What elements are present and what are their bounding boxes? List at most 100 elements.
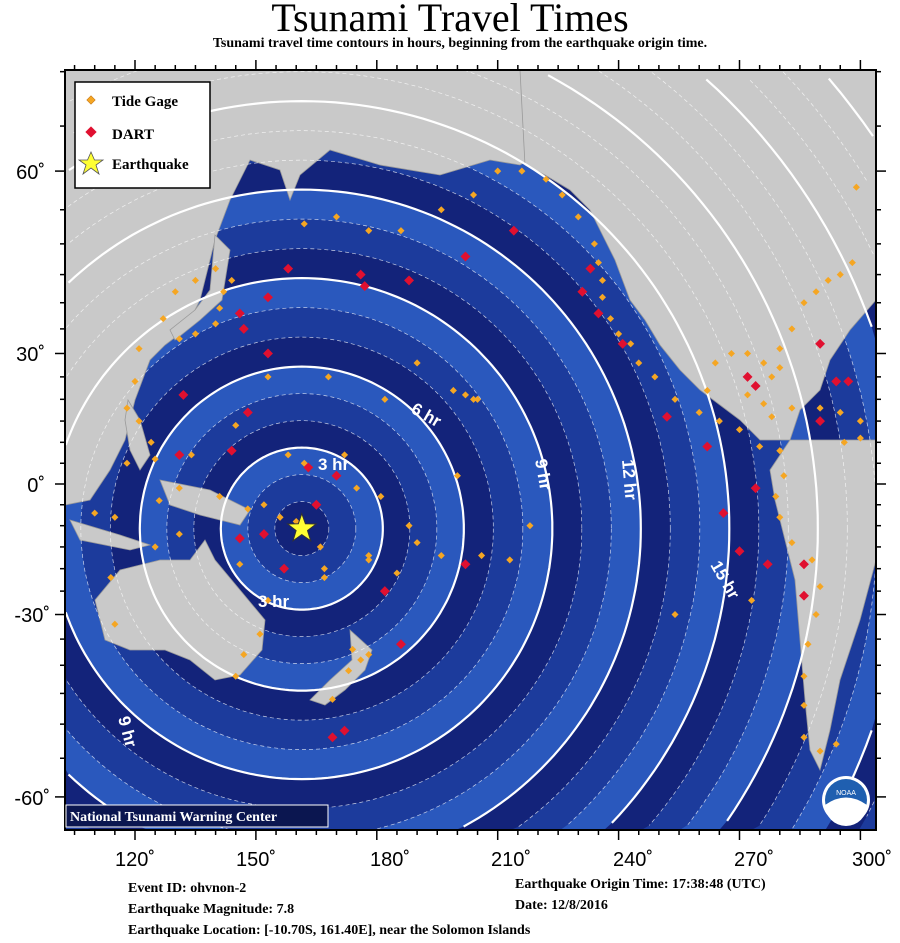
- tide-gage-marker: [236, 560, 244, 568]
- tide-gage-marker: [776, 364, 784, 372]
- tide-gage-marker: [365, 552, 373, 560]
- lat-tick-minus60: -60˚: [14, 788, 50, 810]
- tide-gage-marker: [744, 349, 752, 358]
- noaa-logo-text: NOAA: [836, 790, 856, 797]
- tide-gage-marker: [590, 240, 598, 248]
- tide-gage-marker: [212, 265, 220, 273]
- tide-gage-marker: [220, 288, 228, 296]
- tide-gage-marker: [232, 672, 240, 680]
- lat-tick-60: 60˚: [16, 162, 45, 184]
- dart-marker: [238, 323, 249, 334]
- tide-gage-marker: [715, 417, 723, 425]
- dart-marker: [283, 263, 294, 274]
- tide-gage-marker: [175, 335, 183, 343]
- credit-box: National Tsunami Warning Center: [65, 804, 329, 828]
- contour-18hr: [547, 74, 819, 822]
- dart-marker: [831, 376, 842, 387]
- tide-gage-marker: [175, 530, 183, 538]
- contour-9hr: [64, 276, 554, 781]
- tide-gage-marker: [324, 373, 332, 381]
- tide-gage-marker: [671, 610, 679, 619]
- tide-gage-marker: [191, 276, 199, 284]
- dart-marker: [178, 389, 189, 400]
- contour-minor-7hr: [109, 336, 494, 721]
- tide-gage-marker: [332, 213, 341, 221]
- dart-marker: [585, 263, 596, 274]
- tide-gage-marker: [276, 513, 284, 521]
- tide-gage-marker: [107, 574, 115, 582]
- dart-marker: [702, 441, 713, 452]
- tide-gage-marker: [856, 434, 864, 442]
- page-subtitle: Tsunami travel time contours in hours, b…: [212, 36, 708, 51]
- contour-minor-2hr: [247, 474, 357, 583]
- tide-gage-marker: [300, 220, 308, 228]
- legend-earthquake: Earthquake: [112, 157, 189, 173]
- tide-gage-marker: [627, 340, 635, 348]
- contour-minor-11hr: [66, 218, 612, 830]
- tide-gage-marker: [760, 400, 768, 408]
- tide-gage-marker: [147, 438, 155, 446]
- tide-gage-marker: [800, 672, 808, 680]
- dart-marker: [404, 275, 414, 286]
- tide-gage-marker: [131, 377, 139, 385]
- tide-gage-marker: [848, 259, 856, 267]
- lat-tick-0: 0˚: [27, 475, 45, 497]
- tide-gage-marker: [365, 227, 373, 235]
- dart-marker: [460, 251, 471, 262]
- tide-gage-marker: [768, 373, 776, 381]
- tide-gage-marker: [788, 325, 796, 333]
- tide-gage-marker: [615, 330, 623, 338]
- tide-gage-marker: [808, 556, 816, 564]
- contour-minor-23hr: [782, 71, 868, 183]
- tide-gage-marker: [123, 459, 131, 467]
- tide-gage-marker: [836, 271, 844, 279]
- event-magnitude: Earthquake Magnitude: 7.8: [128, 902, 295, 917]
- tide-gage-marker: [353, 484, 361, 492]
- lon-tick-300: 300˚: [852, 849, 892, 870]
- tide-gage-marker: [651, 373, 659, 381]
- tide-gage-marker: [123, 404, 131, 412]
- tide-gage-marker: [320, 565, 328, 573]
- dart-marker: [263, 292, 273, 303]
- travel-time-contours: [64, 69, 876, 830]
- tide-gage-marker: [748, 596, 756, 604]
- dart-marker: [750, 381, 761, 391]
- noaa-logo: NOAA: [822, 776, 870, 826]
- dart-marker: [242, 407, 253, 418]
- legend-tide-gage: Tide Gage: [112, 94, 178, 110]
- tide-gage-marker: [816, 583, 824, 591]
- dart-marker: [396, 639, 406, 650]
- tide-gage-marker: [760, 359, 768, 367]
- tide-gage-marker: [804, 640, 812, 648]
- tide-gage-marker: [159, 315, 167, 323]
- tide-gage-marker: [671, 395, 679, 403]
- dart-marker: [815, 416, 826, 427]
- tide-gage-marker: [836, 408, 844, 416]
- dart-marker: [460, 559, 471, 570]
- dart-marker: [279, 563, 290, 574]
- event-info-left: Event ID: ohvnon-2 Earthquake Magnitude:…: [128, 878, 530, 941]
- contour-minor-4hr: [193, 420, 411, 637]
- tide-gage-marker: [816, 404, 824, 412]
- tide-gage-marker: [469, 191, 478, 199]
- dart-marker: [843, 376, 854, 387]
- dart-marker: [339, 725, 350, 736]
- event-location: Earthquake Location: [-10.70S, 161.40E],…: [128, 923, 531, 938]
- legend-dart: DART: [112, 127, 154, 143]
- tide-gage-marker: [594, 259, 602, 267]
- lat-tick-30: 30˚: [16, 344, 45, 366]
- contour-label-12hr: 12 hr: [618, 459, 641, 502]
- dart-marker: [234, 308, 245, 319]
- dart-marker: [259, 529, 269, 540]
- tide-gage-marker: [776, 447, 784, 455]
- contour-minor-16hr: [73, 71, 760, 826]
- contour-6hr: [138, 365, 465, 692]
- tide-gage-marker: [155, 497, 163, 505]
- tide-gage-marker: [474, 395, 482, 403]
- tide-gage-marker: [852, 183, 860, 191]
- lon-tick-120: 120˚: [115, 849, 155, 870]
- tide-gage-marker: [216, 492, 224, 500]
- tide-gage-marker: [260, 501, 268, 509]
- tide-gage-marker: [151, 455, 159, 463]
- tide-gage-marker: [711, 359, 719, 367]
